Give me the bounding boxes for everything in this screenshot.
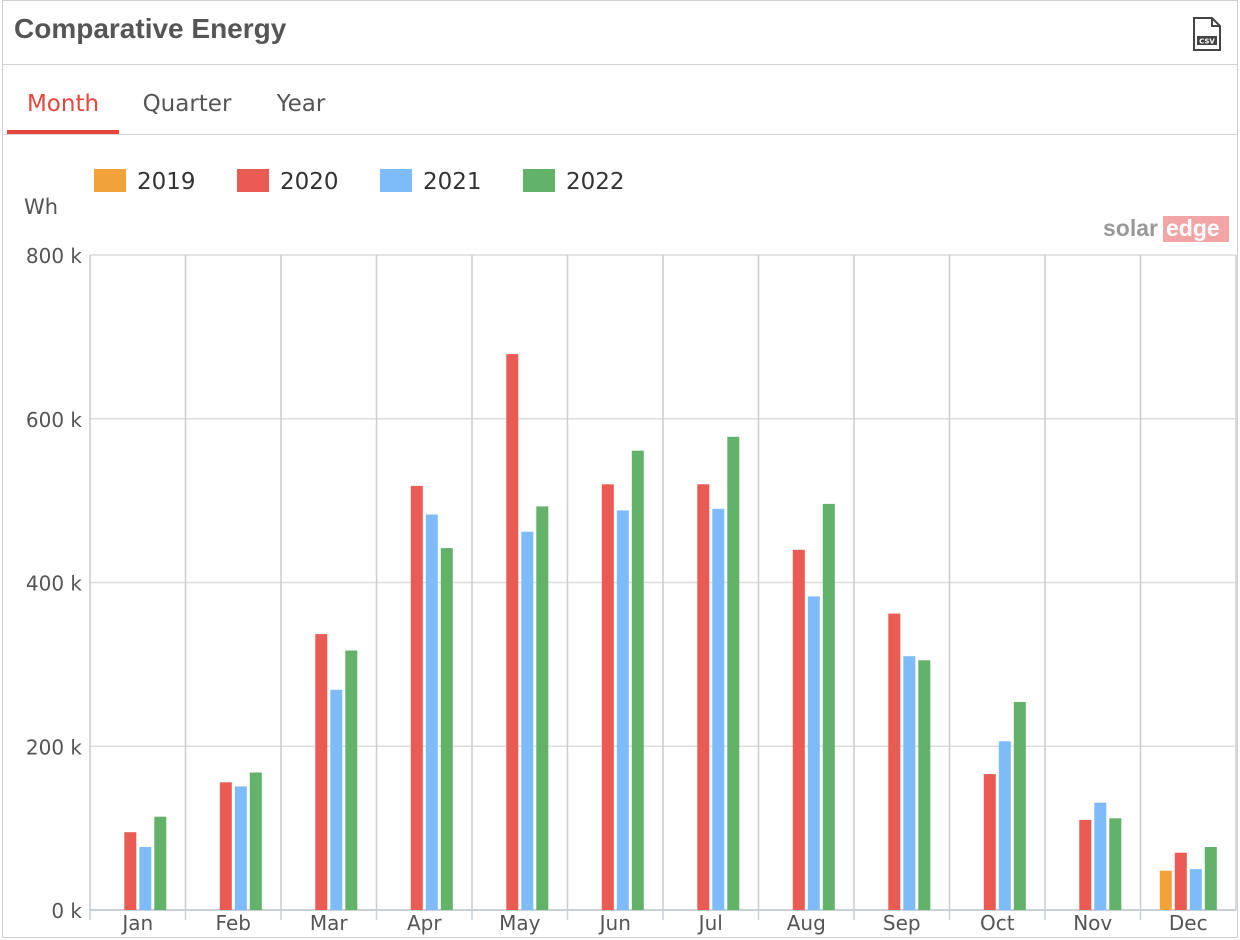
legend-swatch-2019	[94, 169, 126, 192]
x-tick-label-sep: Sep	[883, 911, 921, 935]
x-axis: Jan Feb Mar Apr May Jun Jul Aug Sep Oct Nov Dec	[89, 910, 1208, 935]
csv-icon-text: CSV	[1199, 38, 1215, 46]
bar-2021-dec[interactable]	[1189, 869, 1202, 910]
period-tabs: Month Quarter Year	[3, 65, 1237, 135]
bar-2022-aug[interactable]	[822, 503, 835, 910]
csv-file-icon[interactable]: CSV	[1192, 17, 1222, 51]
bar-2020-sep[interactable]	[888, 613, 901, 910]
bar-2022-jul[interactable]	[727, 436, 740, 910]
x-tick-label-jun: Jun	[598, 911, 631, 935]
bar-2021-oct[interactable]	[998, 741, 1011, 910]
legend-swatch-2022	[523, 169, 555, 192]
chart-bars	[124, 354, 1217, 911]
bar-2022-jan[interactable]	[154, 816, 167, 910]
x-tick-label-mar: Mar	[310, 911, 349, 935]
tab-quarter[interactable]: Quarter	[142, 91, 232, 117]
y-tick-label-3: 600 k	[26, 408, 83, 432]
x-tick-label-jul: Jul	[697, 911, 723, 935]
legend-swatch-2021	[380, 169, 412, 192]
bar-2022-may[interactable]	[536, 506, 549, 910]
bar-2021-sep[interactable]	[903, 656, 916, 910]
tab-month[interactable]: Month	[7, 65, 119, 134]
bar-2020-apr[interactable]	[410, 485, 423, 910]
legend-label-2022: 2022	[566, 169, 625, 195]
bar-2021-feb[interactable]	[234, 786, 247, 910]
bar-2020-may[interactable]	[506, 354, 519, 911]
x-tick-label-nov: Nov	[1073, 911, 1112, 935]
bar-2020-jan[interactable]	[124, 832, 137, 910]
bar-2022-oct[interactable]	[1013, 702, 1026, 910]
bar-2020-oct[interactable]	[983, 774, 996, 910]
logo-edge-background	[1163, 216, 1229, 242]
solaredge-logo: solar edge	[1103, 215, 1229, 242]
x-tick-label-jan: Jan	[120, 911, 153, 935]
chart-grid	[89, 254, 1237, 911]
y-axis-unit-label: Wh	[24, 195, 58, 219]
x-tick-label-aug: Aug	[787, 911, 826, 935]
x-tick-label-apr: Apr	[407, 911, 442, 935]
x-tick-label-dec: Dec	[1169, 911, 1208, 935]
bar-2019-dec[interactable]	[1159, 870, 1172, 910]
bar-2022-dec[interactable]	[1204, 847, 1217, 910]
tab-year[interactable]: Year	[276, 91, 326, 117]
x-tick-label-feb: Feb	[216, 911, 251, 935]
panel-header: Comparative Energy CSV	[3, 1, 1237, 65]
bar-2020-aug[interactable]	[792, 549, 805, 911]
bar-2020-dec[interactable]	[1174, 852, 1187, 910]
legend-label-2019: 2019	[137, 169, 196, 195]
bar-2021-nov[interactable]	[1094, 802, 1107, 910]
legend-item-2021[interactable]: 2021	[380, 169, 482, 195]
bar-2022-sep[interactable]	[918, 660, 931, 910]
legend-label-2020: 2020	[280, 169, 339, 195]
bar-2022-nov[interactable]	[1109, 818, 1122, 910]
bar-2020-feb[interactable]	[219, 782, 232, 910]
bar-2021-jun[interactable]	[616, 510, 629, 910]
logo-text-solar: solar	[1103, 215, 1158, 241]
y-tick-label-2: 400 k	[26, 572, 83, 596]
y-tick-label-4: 800 k	[26, 244, 83, 268]
legend-item-2019[interactable]: 2019	[94, 169, 196, 195]
bar-2021-may[interactable]	[521, 531, 534, 910]
bar-2021-apr[interactable]	[425, 514, 438, 911]
bar-2021-jan[interactable]	[139, 847, 152, 910]
bar-2022-feb[interactable]	[249, 772, 262, 911]
y-tick-label-0: 0 k	[51, 899, 82, 923]
y-tick-label-1: 200 k	[26, 735, 83, 759]
bar-2022-jun[interactable]	[631, 450, 644, 910]
bar-2020-mar[interactable]	[315, 634, 328, 910]
bar-2022-apr[interactable]	[440, 548, 453, 910]
bar-2020-nov[interactable]	[1079, 819, 1092, 910]
bar-2021-aug[interactable]	[807, 596, 820, 910]
bar-2021-jul[interactable]	[712, 508, 725, 910]
bar-2022-mar[interactable]	[345, 650, 358, 911]
panel-title: Comparative Energy	[14, 13, 287, 44]
x-tick-label-oct: Oct	[980, 911, 1015, 935]
x-tick-label-may: May	[499, 911, 541, 935]
chart-legend: 2019 2020 2021 2022	[94, 169, 625, 195]
bar-2020-jul[interactable]	[697, 484, 710, 911]
legend-swatch-2020	[237, 169, 269, 192]
legend-item-2020[interactable]: 2020	[237, 169, 339, 195]
legend-item-2022[interactable]: 2022	[523, 169, 625, 195]
y-axis: 0 k 200 k 400 k 600 k 800 k	[26, 244, 83, 923]
logo-text-edge: edge	[1166, 215, 1220, 241]
legend-label-2021: 2021	[423, 169, 482, 195]
bar-2020-jun[interactable]	[601, 484, 614, 911]
bar-2021-mar[interactable]	[330, 689, 343, 910]
